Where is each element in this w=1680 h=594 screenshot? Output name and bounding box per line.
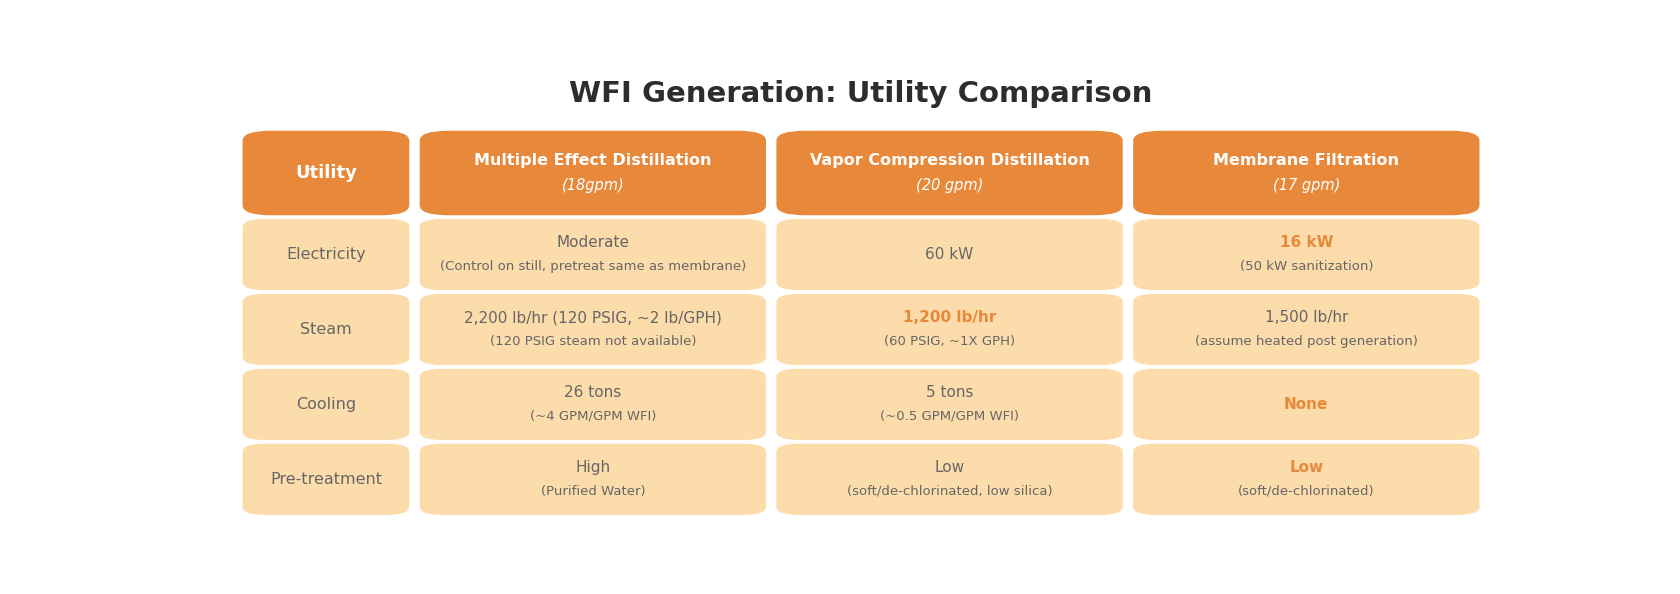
FancyBboxPatch shape <box>420 369 766 440</box>
Text: (~0.5 GPM/GPM WFI): (~0.5 GPM/GPM WFI) <box>880 410 1020 423</box>
FancyBboxPatch shape <box>1132 131 1480 215</box>
Text: (assume heated post generation): (assume heated post generation) <box>1194 335 1418 348</box>
Text: None: None <box>1284 397 1329 412</box>
FancyBboxPatch shape <box>1132 444 1480 515</box>
Text: 2,200 lb/hr (120 PSIG, ~2 lb/GPH): 2,200 lb/hr (120 PSIG, ~2 lb/GPH) <box>464 310 722 325</box>
Text: (~4 GPM/GPM WFI): (~4 GPM/GPM WFI) <box>529 410 657 423</box>
Text: (120 PSIG steam not available): (120 PSIG steam not available) <box>489 335 696 348</box>
FancyBboxPatch shape <box>1132 219 1480 290</box>
Text: 60 kW: 60 kW <box>926 247 974 262</box>
FancyBboxPatch shape <box>242 369 410 440</box>
Text: (Control on still, pretreat same as membrane): (Control on still, pretreat same as memb… <box>440 260 746 273</box>
FancyBboxPatch shape <box>420 294 766 365</box>
FancyBboxPatch shape <box>242 219 410 290</box>
Text: 1,200 lb/hr: 1,200 lb/hr <box>902 310 996 325</box>
Text: 5 tons: 5 tons <box>926 385 973 400</box>
Text: (17 gpm): (17 gpm) <box>1273 178 1341 193</box>
Text: Low: Low <box>1289 460 1324 475</box>
FancyBboxPatch shape <box>776 131 1122 215</box>
FancyBboxPatch shape <box>242 444 410 515</box>
FancyBboxPatch shape <box>776 444 1122 515</box>
Text: 1,500 lb/hr: 1,500 lb/hr <box>1265 310 1347 325</box>
Text: (50 kW sanitization): (50 kW sanitization) <box>1240 260 1373 273</box>
Text: Low: Low <box>934 460 964 475</box>
FancyBboxPatch shape <box>420 131 766 215</box>
Text: 26 tons: 26 tons <box>564 385 622 400</box>
FancyBboxPatch shape <box>776 219 1122 290</box>
Text: (soft/de-chlorinated, low silica): (soft/de-chlorinated, low silica) <box>847 485 1052 498</box>
FancyBboxPatch shape <box>242 131 410 215</box>
FancyBboxPatch shape <box>776 369 1122 440</box>
FancyBboxPatch shape <box>242 294 410 365</box>
Text: Multiple Effect Distillation: Multiple Effect Distillation <box>474 153 712 168</box>
Text: (Purified Water): (Purified Water) <box>541 485 645 498</box>
Text: Steam: Steam <box>301 322 351 337</box>
Text: Electricity: Electricity <box>286 247 366 262</box>
Text: Cooling: Cooling <box>296 397 356 412</box>
Text: (20 gpm): (20 gpm) <box>916 178 983 193</box>
Text: (18gpm): (18gpm) <box>561 178 625 193</box>
Text: (soft/de-chlorinated): (soft/de-chlorinated) <box>1238 485 1374 498</box>
FancyBboxPatch shape <box>776 294 1122 365</box>
Text: WFI Generation: Utility Comparison: WFI Generation: Utility Comparison <box>570 80 1152 108</box>
Text: (60 PSIG, ~1X GPH): (60 PSIG, ~1X GPH) <box>884 335 1015 348</box>
FancyBboxPatch shape <box>420 219 766 290</box>
Text: 16 kW: 16 kW <box>1280 235 1332 250</box>
Text: High: High <box>575 460 610 475</box>
FancyBboxPatch shape <box>420 444 766 515</box>
Text: Moderate: Moderate <box>556 235 630 250</box>
Text: Pre-treatment: Pre-treatment <box>270 472 381 487</box>
Text: Membrane Filtration: Membrane Filtration <box>1213 153 1399 168</box>
FancyBboxPatch shape <box>1132 294 1480 365</box>
FancyBboxPatch shape <box>1132 369 1480 440</box>
Text: Vapor Compression Distillation: Vapor Compression Distillation <box>810 153 1090 168</box>
Text: Utility: Utility <box>296 164 356 182</box>
